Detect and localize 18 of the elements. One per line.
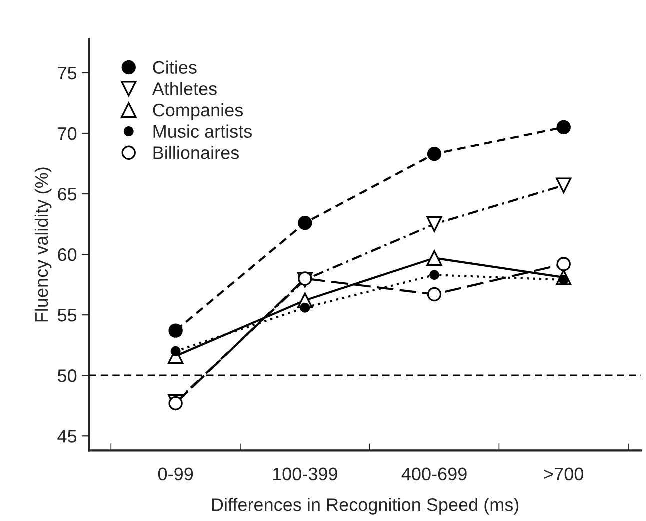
legend-label: Athletes (152, 82, 217, 96)
y-axis-title: Fluency validity (%) (34, 168, 52, 322)
legend-label: Billionaires (154, 146, 239, 160)
legend-label: Cities (153, 60, 197, 74)
y-tick-label: 45 (58, 430, 77, 443)
legend-label: Companies (153, 103, 244, 120)
x-tick-label: 400-699 (402, 468, 467, 481)
y-tick-label: 50 (58, 370, 77, 382)
y-tick-label: 70 (58, 127, 77, 140)
y-tick-label: 75 (58, 67, 77, 80)
x-tick-label: >700 (544, 468, 584, 481)
x-tick-label: 100-399 (273, 468, 338, 481)
x-tick-label: 0-99 (158, 468, 194, 481)
x-axis-title: Differences in Recognition Speed (ms) (212, 498, 519, 515)
y-tick-label: 55 (58, 309, 77, 322)
y-tick-label: 60 (58, 248, 77, 262)
legend-label: Music artists (154, 124, 252, 138)
y-tick-label: 65 (58, 188, 77, 201)
